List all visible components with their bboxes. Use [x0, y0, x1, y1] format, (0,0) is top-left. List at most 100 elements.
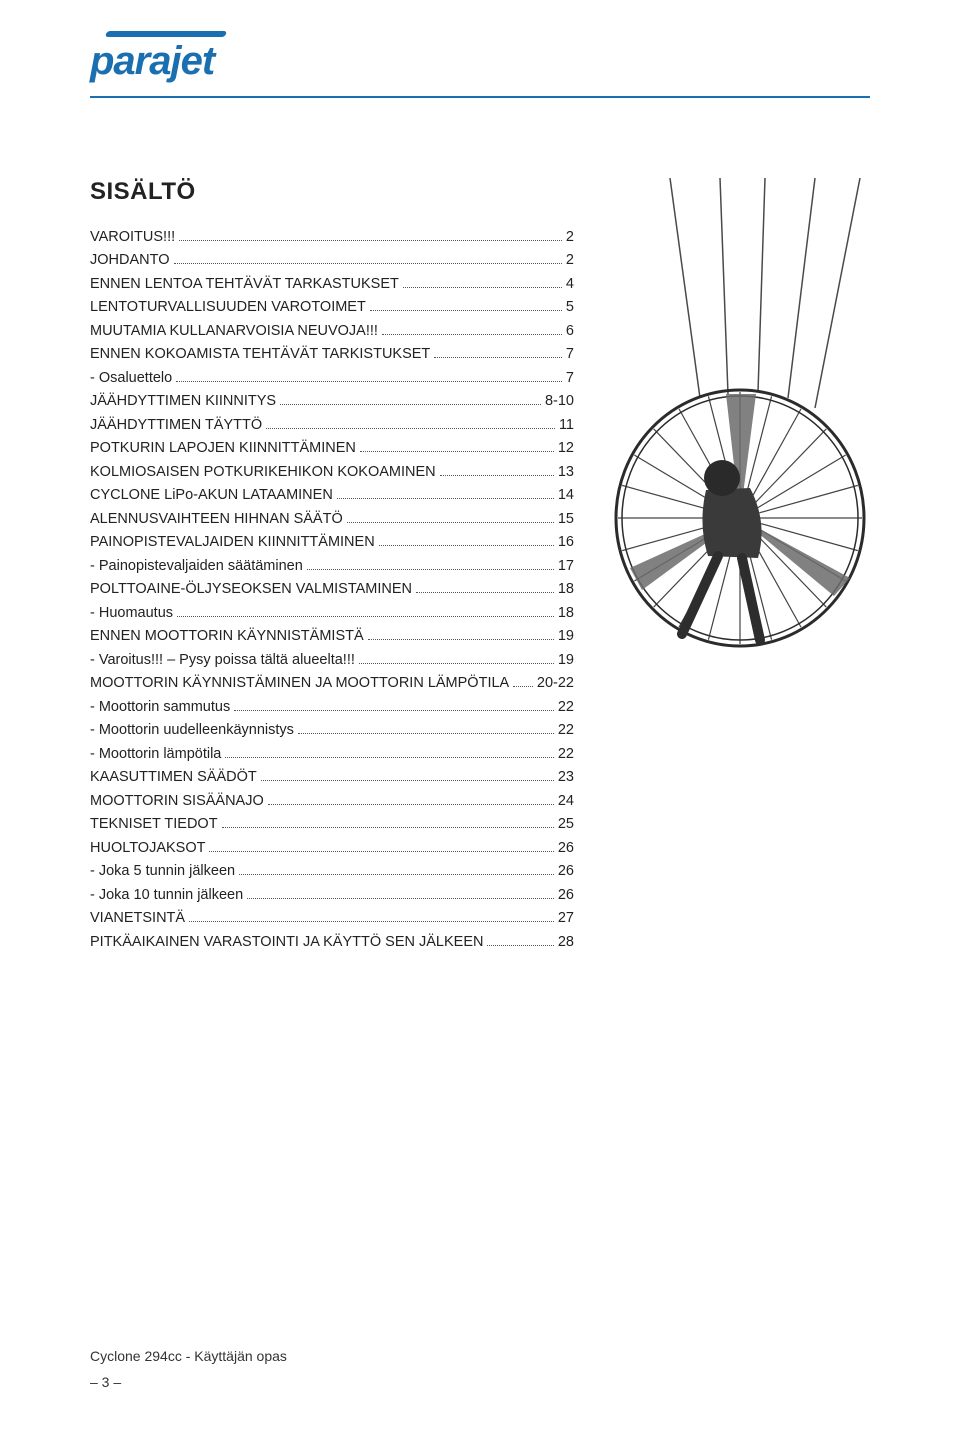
toc-row: ENNEN LENTOA TEHTÄVÄT TARKASTUKSET4: [90, 273, 574, 296]
toc-leader-dots: [368, 639, 554, 640]
toc-page: 22: [558, 719, 574, 742]
toc-row: - Joka 5 tunnin jälkeen 26: [90, 860, 574, 883]
toc-label: KAASUTTIMEN SÄÄDÖT: [90, 766, 257, 789]
toc-leader-dots: [189, 921, 554, 922]
toc-row: TEKNISET TIEDOT25: [90, 813, 574, 836]
toc-label: PITKÄAIKAINEN VARASTOINTI JA KÄYTTÖ SEN …: [90, 931, 483, 954]
toc-leader-dots: [234, 710, 554, 711]
toc-list: VAROITUS!!! 2JOHDANTO2ENNEN LENTOA TEHTÄV…: [90, 226, 574, 954]
logo: parajet: [90, 39, 214, 84]
toc-leader-dots: [280, 404, 541, 405]
toc-label: MUUTAMIA KULLANARVOISIA NEUVOJA!!!: [90, 320, 378, 343]
footer-page-number: – 3 –: [90, 1374, 870, 1390]
toc-label: - Joka 10 tunnin jälkeen: [90, 884, 243, 907]
toc-page: 5: [566, 296, 574, 319]
toc-label: ENNEN KOKOAMISTA TEHTÄVÄT TARKISTUKSET: [90, 343, 430, 366]
toc-label: KOLMIOSAISEN POTKURIKEHIKON KOKOAMINEN: [90, 461, 436, 484]
toc-leader-dots: [261, 780, 554, 781]
toc-label: - Moottorin lämpötila: [90, 743, 221, 766]
toc-label: VAROITUS!!!: [90, 226, 175, 249]
toc-page: 20-22: [537, 672, 574, 695]
toc-label: - Huomautus: [90, 602, 173, 625]
toc-page: 7: [566, 367, 574, 390]
toc-page: 6: [566, 320, 574, 343]
toc-column: SISÄLTÖ VAROITUS!!!2JOHDANTO2ENNEN LENTO…: [90, 178, 574, 954]
toc-row: - Moottorin lämpötila 22: [90, 743, 574, 766]
toc-page: 11: [559, 414, 574, 437]
toc-page: 26: [558, 884, 574, 907]
toc-row: KAASUTTIMEN SÄÄDÖT23: [90, 766, 574, 789]
toc-leader-dots: [434, 357, 562, 358]
toc-page: 26: [558, 860, 574, 883]
toc-page: 12: [558, 437, 574, 460]
logo-label: parajet: [90, 39, 214, 83]
footer-guide-name: Cyclone 294cc - Käyttäjän opas: [90, 1348, 870, 1364]
toc-row: POTKURIN LAPOJEN KIINNITTÄMINEN12: [90, 437, 574, 460]
toc-page: 16: [558, 531, 574, 554]
toc-row: ENNEN KOKOAMISTA TEHTÄVÄT TARKISTUKSET 7: [90, 343, 574, 366]
toc-row: MOOTTORIN SISÄÄNAJO24: [90, 790, 574, 813]
toc-row: - Moottorin uudelleenkäynnistys22: [90, 719, 574, 742]
illustration-column: [610, 178, 870, 954]
logo-text: parajet: [90, 39, 214, 84]
toc-leader-dots: [337, 498, 554, 499]
toc-leader-dots: [298, 733, 554, 734]
toc-row: PITKÄAIKAINEN VARASTOINTI JA KÄYTTÖ SEN …: [90, 931, 574, 954]
toc-leader-dots: [379, 545, 554, 546]
toc-page: 7: [566, 343, 574, 366]
toc-page: 28: [558, 931, 574, 954]
toc-row: KOLMIOSAISEN POTKURIKEHIKON KOKOAMINEN 13: [90, 461, 574, 484]
toc-row: CYCLONE LiPo-AKUN LATAAMINEN14: [90, 484, 574, 507]
toc-leader-dots: [176, 381, 562, 382]
toc-label: MOOTTORIN KÄYNNISTÄMINEN JA MOOTTORIN LÄ…: [90, 672, 509, 695]
toc-row: HUOLTOJAKSOT26: [90, 837, 574, 860]
toc-row: PAINOPISTEVALJAIDEN KIINNITTÄMINEN 16: [90, 531, 574, 554]
toc-leader-dots: [174, 263, 562, 264]
paramotor-illustration: [610, 178, 870, 738]
toc-row: - Moottorin sammutus22: [90, 696, 574, 719]
toc-page: 19: [558, 625, 574, 648]
toc-row: JÄÄHDYTTIMEN KIINNITYS8-10: [90, 390, 574, 413]
toc-leader-dots: [359, 663, 554, 664]
toc-page: 15: [558, 508, 574, 531]
header: parajet: [90, 28, 870, 94]
toc-row: - Huomautus18: [90, 602, 574, 625]
toc-page: 25: [558, 813, 574, 836]
toc-page: 2: [566, 226, 574, 249]
toc-label: HUOLTOJAKSOT: [90, 837, 205, 860]
toc-label: ALENNUSVAIHTEEN HIHNAN SÄÄTÖ: [90, 508, 343, 531]
toc-label: PAINOPISTEVALJAIDEN KIINNITTÄMINEN: [90, 531, 375, 554]
toc-label: POLTTOAINE-ÖLJYSEOKSEN VALMISTAMINEN: [90, 578, 412, 601]
toc-leader-dots: [382, 334, 562, 335]
toc-row: - Joka 10 tunnin jälkeen 26: [90, 884, 574, 907]
toc-leader-dots: [225, 757, 554, 758]
toc-label: JÄÄHDYTTIMEN KIINNITYS: [90, 390, 276, 413]
toc-row: ALENNUSVAIHTEEN HIHNAN SÄÄTÖ 15: [90, 508, 574, 531]
toc-row: VIANETSINTÄ27: [90, 907, 574, 930]
toc-row: MUUTAMIA KULLANARVOISIA NEUVOJA!!! 6: [90, 320, 574, 343]
toc-leader-dots: [239, 874, 554, 875]
toc-leader-dots: [370, 310, 562, 311]
toc-row: POLTTOAINE-ÖLJYSEOKSEN VALMISTAMINEN18: [90, 578, 574, 601]
toc-page: 17: [558, 555, 574, 578]
toc-row: LENTOTURVALLISUUDEN VAROTOIMET5: [90, 296, 574, 319]
toc-page: 24: [558, 790, 574, 813]
toc-label: - Joka 5 tunnin jälkeen: [90, 860, 235, 883]
logo-accent-bar: [105, 31, 227, 37]
toc-label: JOHDANTO: [90, 249, 170, 272]
toc-row: JÄÄHDYTTIMEN TÄYTTÖ 11: [90, 414, 574, 437]
toc-page: 13: [558, 461, 574, 484]
toc-row: - Osaluettelo7: [90, 367, 574, 390]
toc-leader-dots: [440, 475, 554, 476]
toc-row: - Painopistevaljaiden säätäminen 17: [90, 555, 574, 578]
toc-label: - Painopistevaljaiden säätäminen: [90, 555, 303, 578]
toc-leader-dots: [266, 428, 555, 429]
toc-row: - Varoitus!!! – Pysy poissa tältä alueel…: [90, 649, 574, 672]
toc-leader-dots: [179, 240, 562, 241]
toc-leader-dots: [209, 851, 553, 852]
toc-page: 22: [558, 743, 574, 766]
toc-label: ENNEN MOOTTORIN KÄYNNISTÄMISTÄ: [90, 625, 364, 648]
toc-label: JÄÄHDYTTIMEN TÄYTTÖ: [90, 414, 262, 437]
page: parajet SISÄLTÖ VAROITUS!!!2JOHDANTO2ENN…: [0, 0, 960, 1432]
toc-row: JOHDANTO2: [90, 249, 574, 272]
